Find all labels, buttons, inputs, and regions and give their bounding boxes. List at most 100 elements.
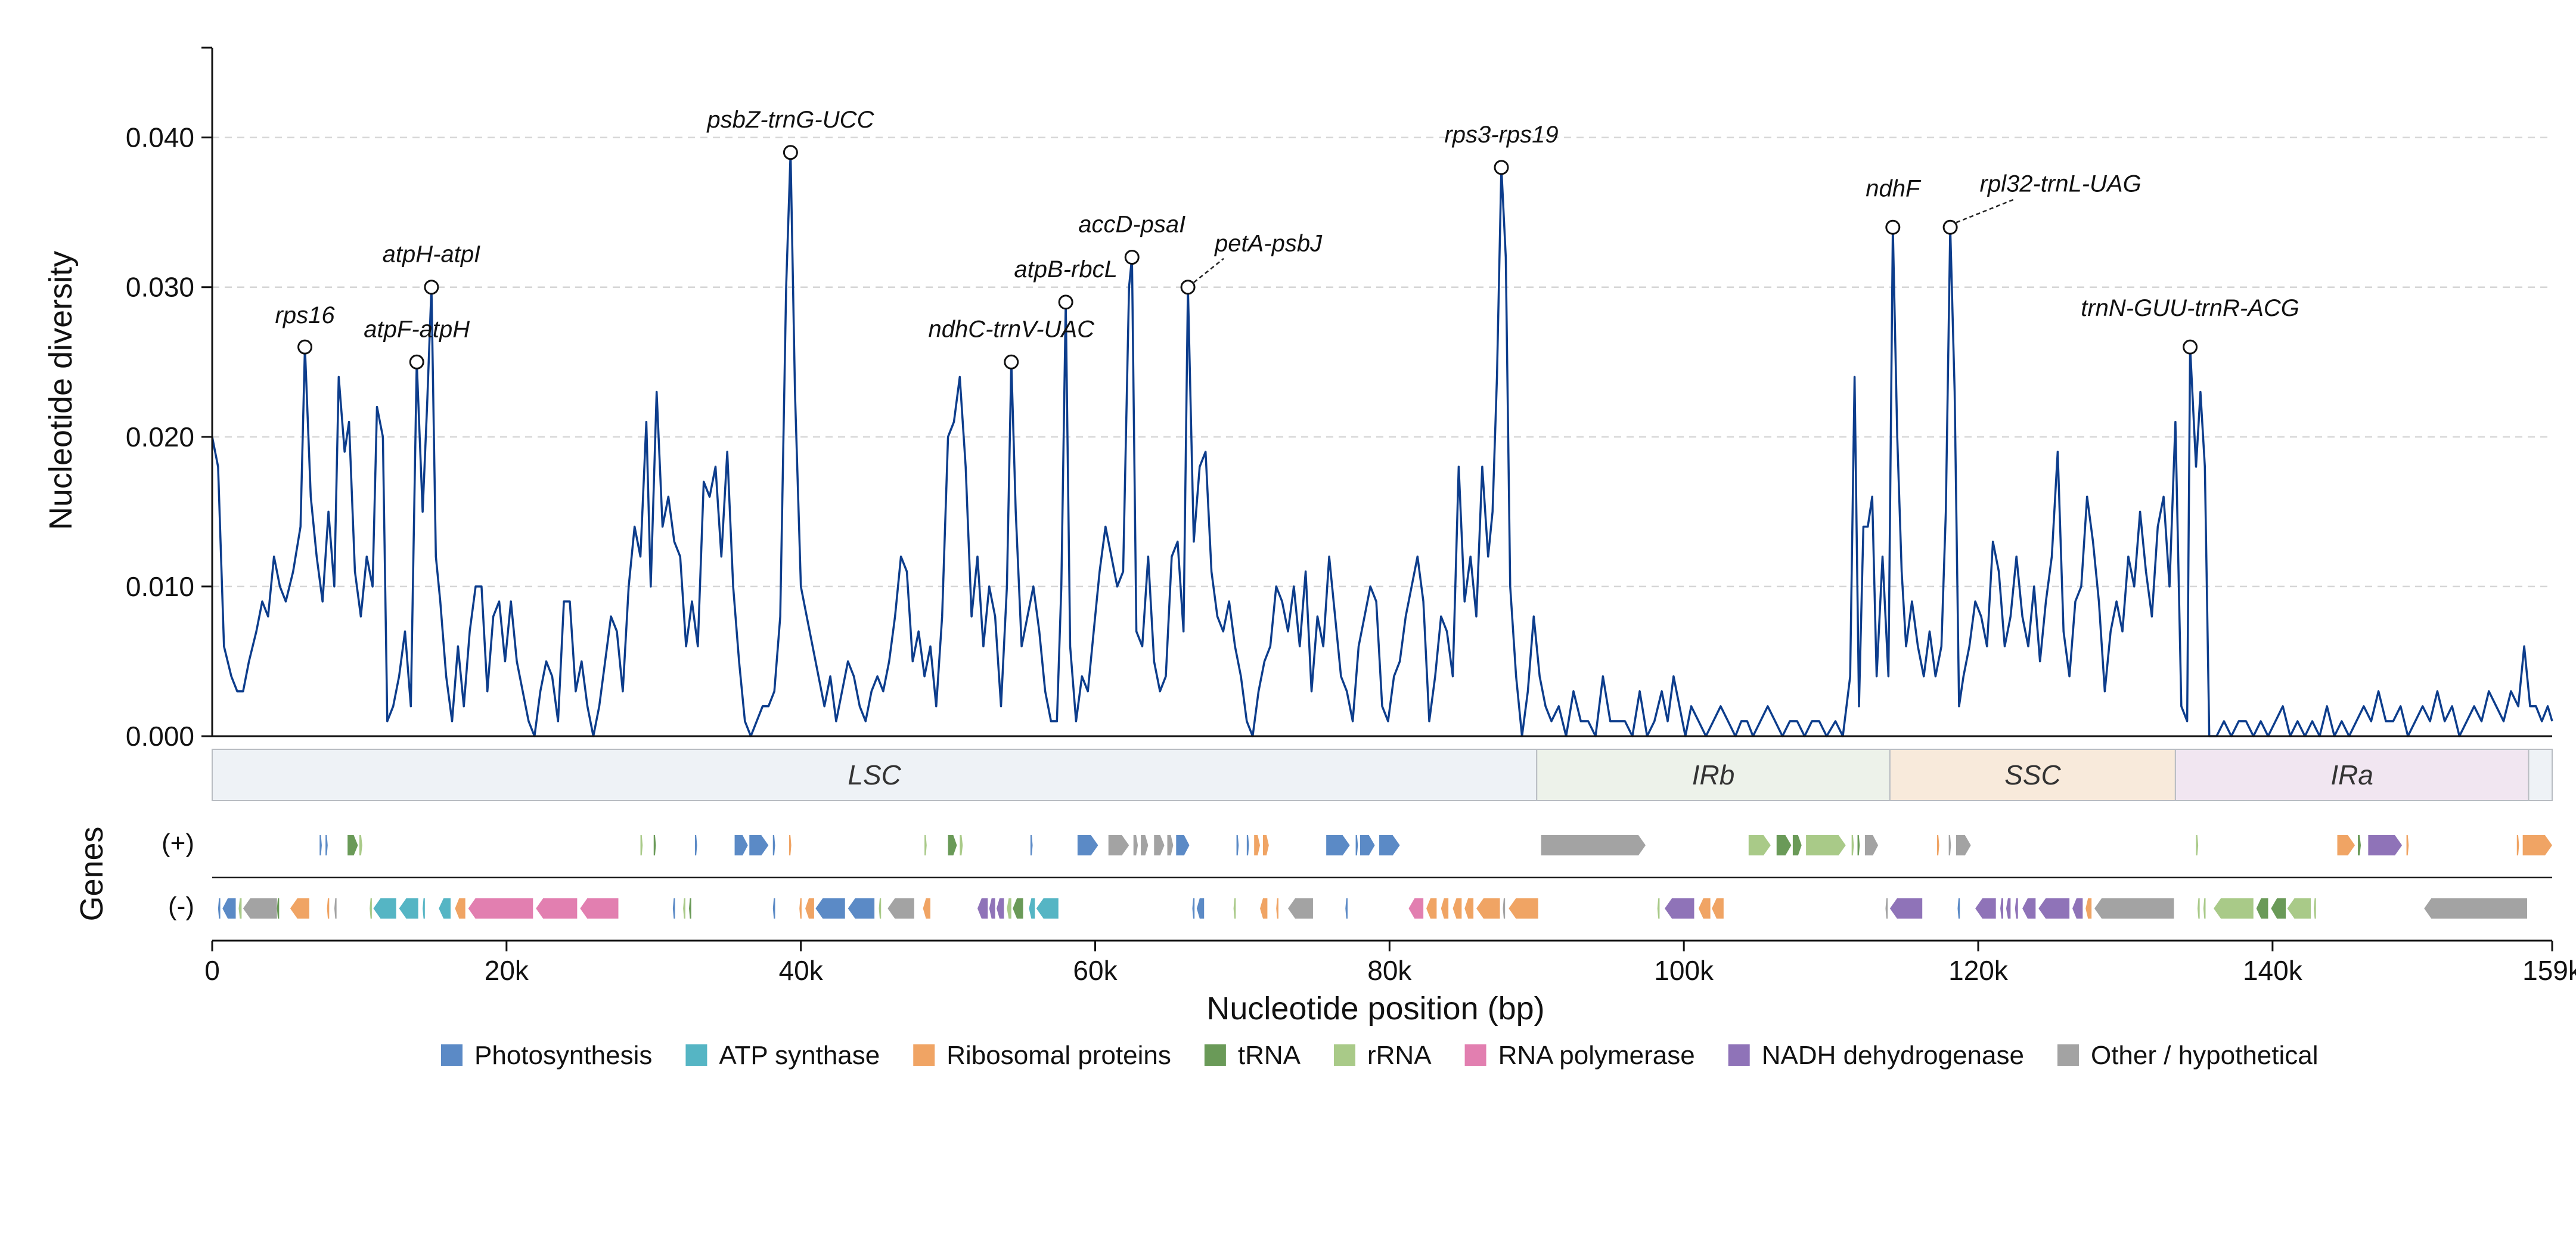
gene-ribo — [2337, 835, 2355, 855]
gene-photo — [319, 835, 322, 855]
legend-label: Ribosomal proteins — [946, 1041, 1171, 1070]
gene-trna — [689, 898, 691, 919]
gene-ribo — [1441, 898, 1449, 919]
gene-rrna — [1851, 835, 1854, 855]
legend-label: rRNA — [1367, 1041, 1432, 1070]
region-lsc — [212, 749, 1538, 801]
x-tick-label: 100k — [1654, 955, 1714, 986]
gene-atp — [439, 898, 451, 919]
region-ssc — [1889, 749, 2176, 801]
gene-trna — [2271, 898, 2286, 919]
gene-photo — [672, 898, 675, 919]
gene-trna — [2358, 835, 2361, 855]
x-tick-label: 159k — [2522, 955, 2576, 986]
legend-label: RNA polymerase — [1498, 1041, 1695, 1070]
minus-strand-label: (-) — [168, 892, 194, 921]
y-tick-label: 0.030 — [126, 272, 194, 303]
gene-ribo — [1262, 835, 1269, 855]
peak-marker — [1004, 354, 1019, 370]
region-irb — [1536, 749, 1891, 801]
gene-ribo — [455, 898, 465, 919]
peak-label: atpH-atpI — [383, 241, 481, 268]
gene-other — [1108, 835, 1129, 855]
gene-rrna — [2203, 898, 2206, 919]
x-tick-label: 60k — [1073, 955, 1118, 986]
axes: 0.000 0.010 0.020 0.030 0.040 0 20k 40k 60k 80k 10… — [126, 46, 2576, 986]
gene-rrna — [924, 835, 927, 855]
y-tick-label: 0.000 — [126, 721, 194, 752]
gene-trna — [1013, 898, 1023, 919]
peak-leader — [1956, 198, 2016, 224]
gene-atp — [373, 898, 396, 919]
gene-other — [2094, 898, 2174, 919]
gene-rnapol — [468, 898, 533, 919]
x-tick-label: 40k — [779, 955, 824, 986]
gene-photo — [1030, 835, 1033, 855]
gene-other — [1141, 835, 1149, 855]
peak-marker — [1942, 219, 1958, 235]
gene-ndh — [2072, 898, 2083, 919]
legend: Photosynthesis ATP synthase Ribosomal prot… — [441, 1041, 2319, 1070]
legend-swatch — [1204, 1044, 1226, 1066]
gene-rrna — [238, 898, 242, 919]
gene-ribo — [1509, 898, 1538, 919]
gene-atp — [1029, 898, 1035, 919]
gene-other — [1154, 835, 1165, 855]
legend-swatch — [913, 1044, 935, 1066]
peak-label: atpB-rbcL — [1014, 256, 1117, 283]
gene-other — [1864, 835, 1879, 855]
gene-trna — [653, 835, 656, 855]
gene-photo — [222, 898, 236, 919]
gene-trna — [277, 898, 280, 919]
x-tick-label: 80k — [1367, 955, 1412, 986]
gene-other — [1956, 835, 1971, 855]
gene-ndh — [2015, 898, 2018, 919]
legend-label: tRNA — [1238, 1041, 1301, 1070]
gene-photo — [1360, 835, 1375, 855]
gene-photo — [749, 835, 769, 855]
gene-ribo — [327, 898, 330, 919]
peak-label: rps16 — [275, 302, 336, 328]
gene-ribo — [1453, 898, 1462, 919]
legend-swatch — [1728, 1044, 1750, 1066]
gene-ribo — [290, 898, 309, 919]
gene-ndh — [2000, 898, 2003, 919]
gene-ribo — [2516, 835, 2519, 855]
plus-strand-label: (+) — [162, 829, 194, 858]
peak-label: ndhC-trnV-UAC — [928, 316, 1095, 342]
gene-ndh — [1975, 898, 1996, 919]
peak-label: psbZ-trnG-UCC — [706, 107, 874, 133]
gene-photo — [1345, 898, 1348, 919]
gridlines — [212, 137, 2552, 588]
peak-marker — [1058, 294, 1073, 310]
peak-marker — [1124, 250, 1140, 265]
gene-ribo — [1476, 898, 1500, 919]
gene-photo — [848, 898, 875, 919]
gene-ndh — [1665, 898, 1694, 919]
region-label: IRb — [1692, 759, 1735, 790]
x-axis-title: Nucleotide position (bp) — [1206, 991, 1544, 1026]
gene-photo — [1355, 835, 1358, 855]
gene-rrna — [2287, 898, 2311, 919]
gene-photo — [1192, 898, 1195, 919]
legend-swatch — [1464, 1044, 1486, 1066]
gene-rrna — [359, 835, 362, 855]
gene-atp — [423, 898, 425, 919]
legend-label: ATP synthase — [719, 1041, 880, 1070]
x-tick-label: 120k — [1948, 955, 2009, 986]
peak-leader — [1193, 258, 1224, 283]
gene-photo — [772, 898, 775, 919]
gene-ribo — [1464, 898, 1474, 919]
peak-marker — [297, 339, 313, 355]
gene-rnapol — [536, 898, 578, 919]
gene-ribo — [923, 898, 930, 919]
legend-swatch — [2057, 1044, 2079, 1066]
gene-track — [212, 835, 2552, 919]
gene-photo — [325, 835, 328, 855]
gene-other — [1503, 898, 1506, 919]
y-tick-label: 0.020 — [126, 421, 194, 452]
gene-other — [2424, 898, 2528, 919]
gene-trna — [1792, 835, 1802, 855]
gene-photo — [734, 835, 748, 855]
